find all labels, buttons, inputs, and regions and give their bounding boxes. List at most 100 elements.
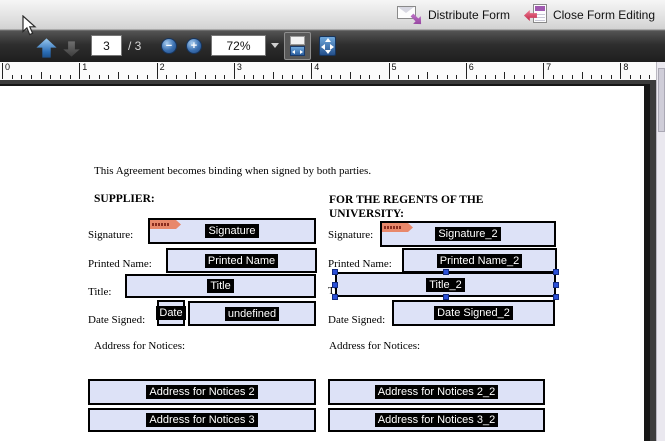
selection-handle[interactable] [553,281,559,288]
form-field-printed-name[interactable]: Printed Name [166,248,317,273]
sign-here-flag-icon [150,220,181,229]
ruler-number: 6 [468,62,474,72]
selection-handle[interactable] [553,294,559,300]
ruler-tick [601,75,603,79]
form-field-signature[interactable]: Signature [148,218,316,244]
field-name-tag: Date [156,306,186,320]
selection-handle[interactable] [332,281,338,288]
ruler-tick [282,75,284,79]
field-name-tag: Printed Name_2 [436,253,523,268]
ruler-tick [89,75,90,79]
form-field-date-signed-2[interactable]: Date Signed_2 [392,300,555,326]
ruler: 0 1 2 3 4 5 6 7 8 [0,62,656,80]
ruler-tick [407,75,409,79]
scrolling-pages-icon [290,36,305,56]
ruler-tick [262,75,264,79]
ruler-tick [127,75,129,79]
supplier-heading: SUPPLIER: [94,193,155,205]
ruler-tick [98,75,100,79]
ruler-tick [620,63,622,79]
distribute-form-button[interactable]: Distribute Form [393,3,514,27]
signature-label-left: Signature: [88,229,134,241]
form-field-title-2-selected[interactable]: Title_2 [332,269,559,300]
field-name-tag: Title_2 [426,277,465,292]
field-name-tag: Address for Notices 2_2 [374,385,499,399]
selection-handle[interactable] [332,269,338,275]
page-number-input[interactable] [91,35,122,56]
ruler-tick [456,75,458,79]
ruler-tick [117,72,119,79]
regents-heading: FOR THE REGENTS OF THE UNIVERSITY: [329,194,484,221]
field-name-tag: Signature_2 [435,227,501,241]
form-field-title[interactable]: Title [125,274,316,298]
distribute-form-label: Distribute Form [427,7,510,22]
form-field-address-3[interactable]: Address for Notices 3 [88,408,316,432]
scrolling-mode-button[interactable] [284,32,311,60]
field-name-tag: Signature [205,224,259,238]
document-area: This Agreement becomes binding when sign… [0,80,665,441]
form-field-date[interactable]: Date [156,300,186,326]
close-form-editing-button[interactable]: Close Form Editing [520,2,659,27]
field-name-tag: Address for Notices 3 [146,413,258,427]
form-field-address-3-2[interactable]: Address for Notices 3_2 [328,408,545,432]
selection-handle[interactable] [442,294,449,300]
ruler-tick [572,75,574,79]
form-field-printed-name-2[interactable]: Printed Name_2 [402,248,557,273]
zoom-dropdown-caret-icon[interactable] [271,43,279,48]
field-name-tag: Printed Name [204,253,279,268]
ruler-tick [552,75,554,79]
vertical-scrollbar[interactable] [656,62,665,441]
ruler-tick [436,75,438,79]
zoom-level-input[interactable] [211,35,266,56]
ruler-number: 8 [623,62,629,72]
ruler-tick [494,75,496,79]
ruler-tick [514,75,516,79]
ruler-tick [272,72,274,79]
ruler-tick [301,75,303,79]
field-name-tag: Address for Notices 3_2 [374,413,499,427]
agreement-intro-text: This Agreement becomes binding when sign… [94,165,372,177]
down-arrow-icon[interactable] [63,41,80,57]
form-field-signature-2[interactable]: Signature_2 [380,221,556,247]
ruler-number: 5 [391,62,397,72]
ruler-tick [50,75,52,79]
ruler-tick [224,75,226,79]
ruler-tick [562,75,564,79]
ruler-tick [388,63,390,79]
ruler-number: 1 [82,62,88,72]
ruler-tick [156,63,158,79]
ruler-tick [311,63,313,79]
form-field-undefined[interactable]: undefined [188,301,316,326]
ruler-tick [2,63,3,79]
selection-handle[interactable] [332,294,338,300]
ruler-tick [465,63,467,79]
page-total-label: / 3 [128,39,142,53]
ruler-tick [330,75,332,79]
selection-handle[interactable] [553,269,559,275]
ruler-tick [359,75,361,79]
ruler-tick [543,63,545,79]
ruler-tick [485,75,487,79]
selection-handle[interactable] [442,269,449,275]
field-name-tag: undefined [224,306,280,321]
ruler-tick [523,75,525,79]
ruler-tick [108,75,110,79]
fit-page-button[interactable] [314,32,341,60]
form-field-address-2[interactable]: Address for Notices 2 [88,379,316,405]
ruler-tick [639,75,641,79]
ruler-tick [204,75,206,79]
ruler-tick [79,63,81,79]
minus-circle-icon[interactable]: − [161,38,177,54]
envelope-purple-arrow-icon [396,5,423,25]
scrollbar-thumb[interactable] [658,68,665,132]
ruler-tick [320,75,322,79]
pdf-page: This Agreement becomes binding when sign… [0,84,650,441]
ruler-tick [137,75,139,79]
ruler-tick [340,75,342,79]
up-arrow-icon[interactable] [36,38,57,58]
ruler-tick [69,75,71,79]
plus-circle-icon[interactable]: + [186,38,202,54]
form-field-address-2-2[interactable]: Address for Notices 2_2 [328,379,545,405]
ruler-tick [349,72,351,79]
